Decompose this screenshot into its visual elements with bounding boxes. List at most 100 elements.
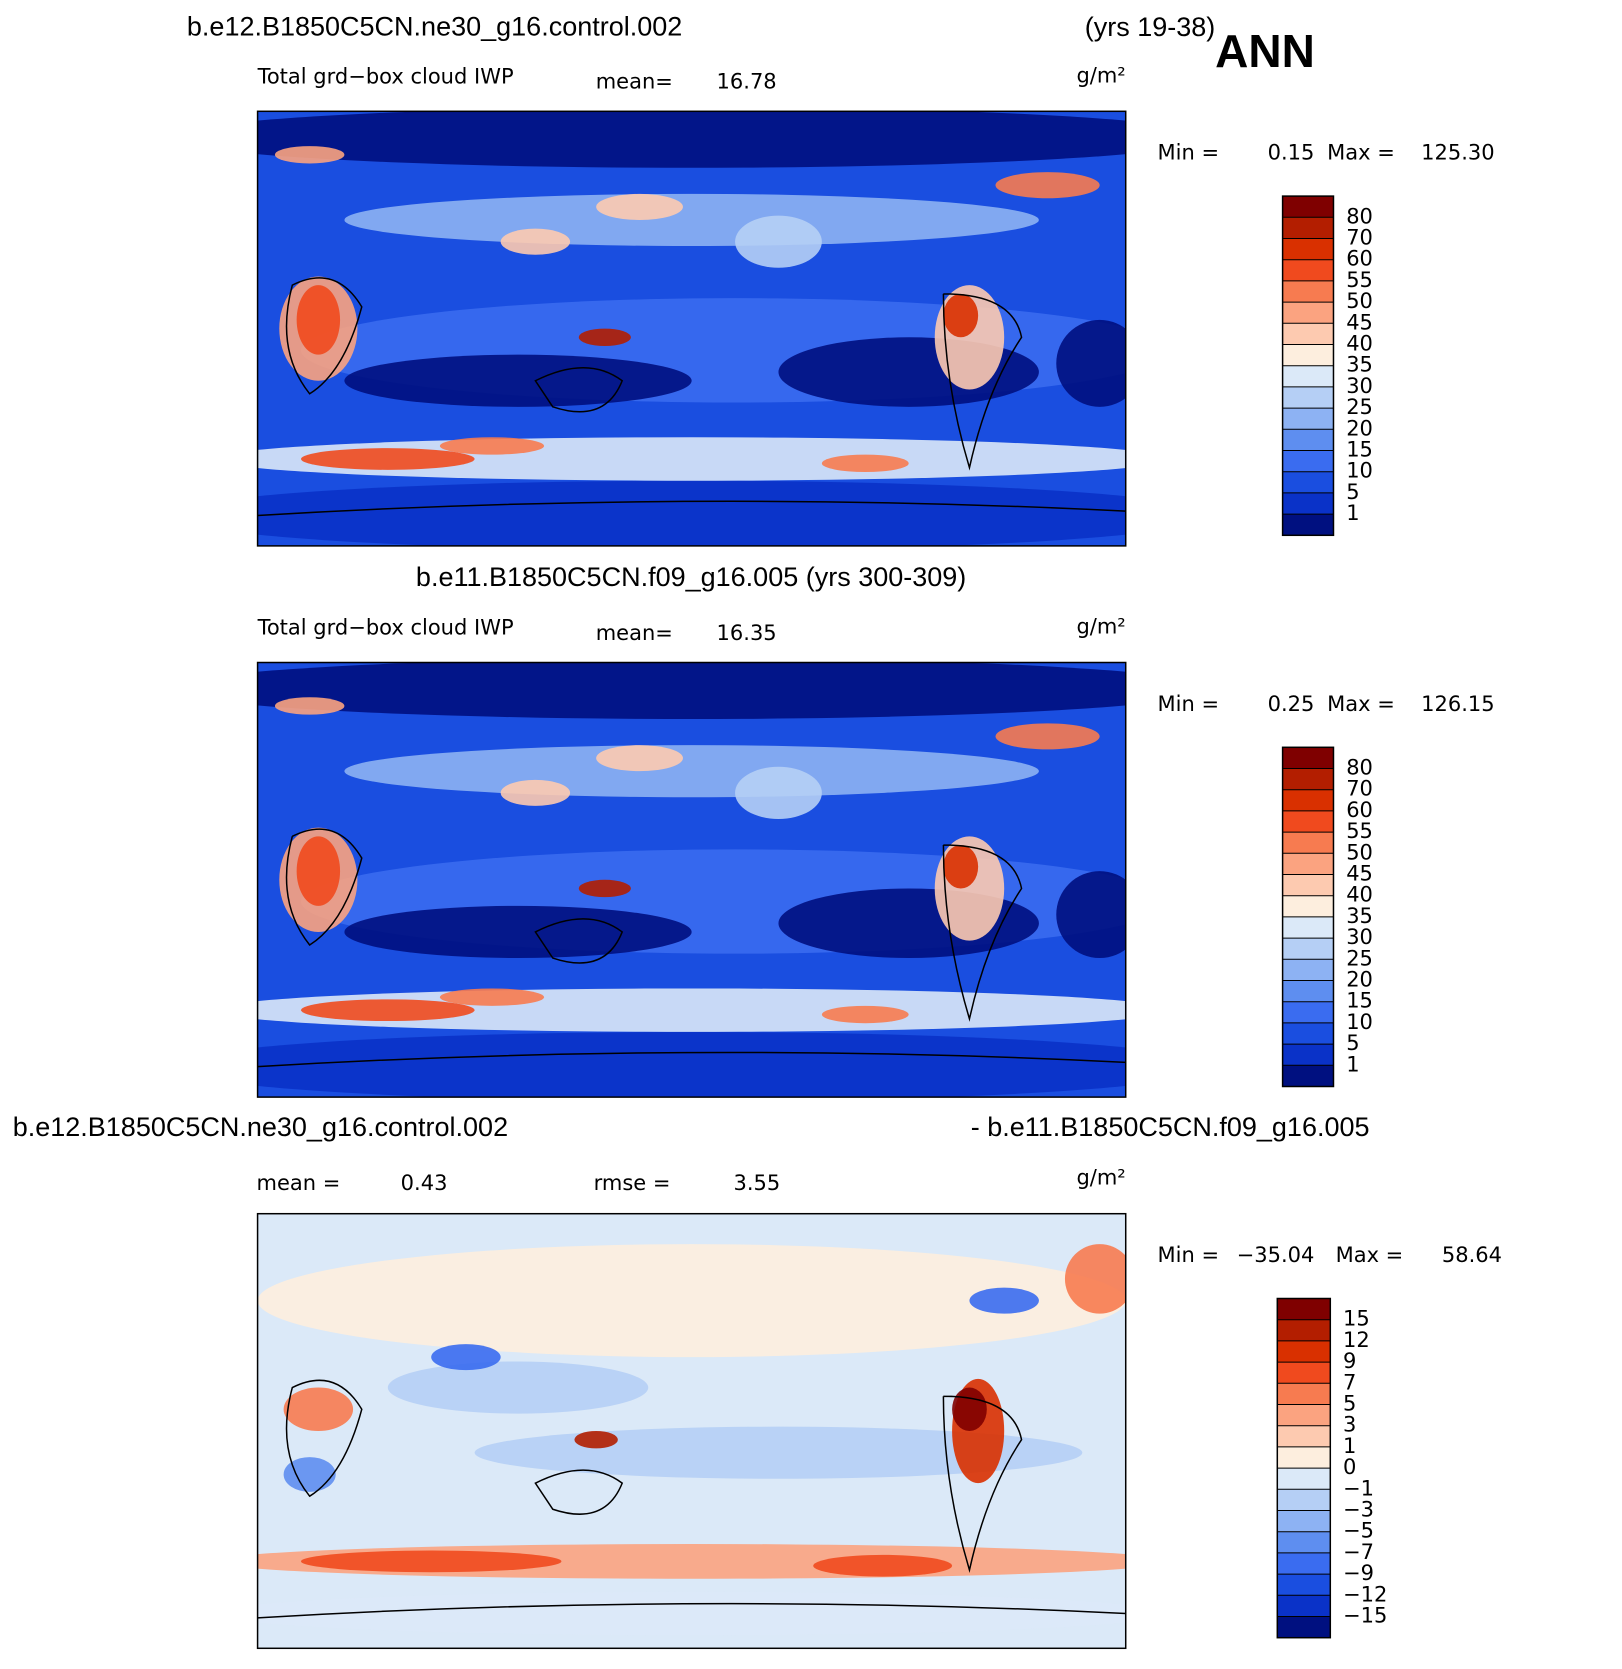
colorbar-label: 1 — [1343, 1434, 1356, 1458]
mean-label: mean= — [596, 621, 673, 645]
map-blob — [257, 1031, 1126, 1098]
units: g/m² — [1076, 615, 1125, 639]
colorbar-box — [1282, 344, 1334, 366]
panel-title: b.e12.B1850C5CN.ne30_g16.control.002 — [187, 12, 682, 42]
case-range: (yrs 19-38) — [1085, 12, 1216, 42]
map-field — [257, 662, 1126, 1098]
map-blob — [969, 1287, 1039, 1314]
colorbar-label: −3 — [1343, 1498, 1374, 1522]
colorbar-label: 60 — [1346, 798, 1373, 822]
colorbar-frame — [1281, 746, 1335, 1088]
colorbar-box — [1282, 280, 1334, 303]
min-value: 0.15 — [1268, 141, 1315, 165]
season: ANN — [1215, 25, 1315, 77]
colorbar-label: 20 — [1346, 416, 1373, 440]
map-blob — [821, 454, 909, 473]
colorbar-label: 25 — [1346, 395, 1373, 419]
map-frame — [256, 661, 1127, 1098]
colorbar-label: 15 — [1343, 1307, 1370, 1331]
colorbar-box — [1282, 196, 1334, 218]
colorbar-box — [1282, 429, 1334, 451]
map-blob — [578, 328, 631, 346]
colorbar-box — [1277, 1340, 1331, 1363]
colorbar-box — [1282, 408, 1334, 430]
coastline — [257, 277, 1126, 517]
map-blob — [500, 779, 571, 806]
colorbar-label: 30 — [1346, 374, 1373, 398]
colorbar-box — [1277, 1552, 1331, 1575]
mean-label: mean = — [257, 1171, 341, 1195]
colorbar-box — [1277, 1404, 1331, 1426]
map-blob — [257, 111, 1126, 168]
colorbar-label: 70 — [1346, 777, 1373, 801]
map — [256, 661, 1127, 1098]
colorbar-box — [1282, 238, 1334, 260]
colorbar-label: 30 — [1346, 925, 1373, 949]
colorbar-label: 25 — [1346, 946, 1373, 970]
colorbar-label: −9 — [1343, 1561, 1374, 1585]
max-label: Max = — [1336, 1243, 1404, 1267]
map-blob — [274, 146, 345, 164]
colorbar-box — [1282, 938, 1334, 960]
max-value: 58.64 — [1442, 1243, 1502, 1267]
units: g/m² — [1076, 63, 1125, 87]
map-blob — [257, 1591, 1126, 1636]
colorbar-label: 12 — [1343, 1328, 1370, 1352]
colorbar-box — [1282, 1022, 1334, 1045]
variable-name: Total grd−box cloud IWP — [257, 64, 514, 88]
colorbar-label: 3 — [1343, 1413, 1356, 1437]
colorbar-box — [1282, 874, 1334, 896]
map-blob — [995, 723, 1100, 750]
colorbar-box — [1282, 386, 1334, 409]
map-blob — [300, 448, 475, 470]
colorbar-box — [1277, 1319, 1331, 1341]
colorbar-box — [1282, 365, 1334, 387]
colorbar-box — [1277, 1383, 1331, 1405]
colorbar-label: 7 — [1343, 1370, 1356, 1394]
colorbar-box — [1277, 1446, 1331, 1469]
colorbar-box — [1282, 450, 1334, 472]
map-blob — [296, 836, 341, 906]
map-blob — [1056, 871, 1126, 959]
colorbar-label: 45 — [1346, 310, 1373, 334]
colorbar-box — [1282, 832, 1334, 854]
map-blob — [439, 988, 545, 1006]
map-blob — [952, 1387, 987, 1431]
colorbar-label: 45 — [1346, 862, 1373, 886]
colorbar-box — [1282, 980, 1334, 1002]
colorbar-box — [1282, 895, 1334, 917]
colorbar-label: 5 — [1346, 480, 1359, 504]
colorbar-box — [1282, 853, 1334, 875]
max-label: Max = — [1327, 141, 1395, 165]
map-blob — [578, 879, 631, 898]
colorbar-label: 50 — [1346, 840, 1373, 864]
colorbar-box — [1282, 810, 1334, 833]
map-blob — [943, 293, 979, 338]
colorbar-box — [1277, 1468, 1331, 1490]
map-blob — [344, 745, 1039, 798]
map-blob — [300, 1550, 562, 1573]
map-blob — [735, 766, 822, 819]
colorbar-label: 55 — [1346, 819, 1373, 843]
max-label: Max = — [1327, 692, 1395, 716]
colorbar-label: −5 — [1343, 1519, 1374, 1543]
colorbar-box — [1282, 1065, 1334, 1087]
map-blob — [500, 228, 571, 255]
map-blob — [821, 1005, 909, 1024]
colorbar-box — [1277, 1616, 1331, 1638]
colorbar-label: 35 — [1346, 353, 1373, 377]
min-value: 0.25 — [1268, 692, 1315, 716]
colorbar-label: 20 — [1346, 968, 1373, 992]
panel-title-right: - b.e11.B1850C5CN.f09_g16.005 — [971, 1112, 1370, 1142]
colorbar-box — [1282, 302, 1334, 324]
min-value: −35.04 — [1237, 1243, 1315, 1267]
map-field — [257, 111, 1126, 546]
colorbar-box — [1282, 471, 1334, 493]
min-label: Min = — [1158, 141, 1220, 165]
colorbar-label: 50 — [1346, 289, 1373, 313]
map-blob — [1064, 1244, 1126, 1314]
colorbar-frame — [1276, 1297, 1332, 1639]
map-blob — [257, 480, 1126, 546]
coastline — [257, 828, 1126, 1068]
